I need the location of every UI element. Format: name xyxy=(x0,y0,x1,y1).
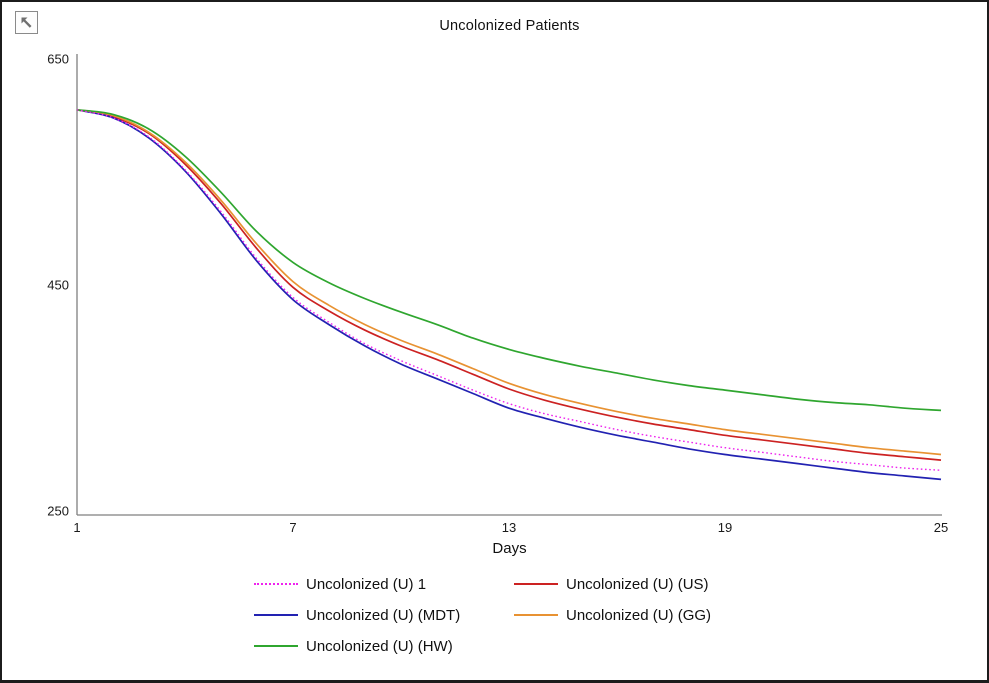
x-tick-label: 19 xyxy=(718,520,732,535)
series-line-1 xyxy=(76,109,942,471)
legend-swatch-5 xyxy=(254,645,298,647)
legend-item-5: Uncolonized (U) (HW) xyxy=(254,636,514,656)
legend-label-1: Uncolonized (U) 1 xyxy=(306,575,427,593)
legend-swatch-4 xyxy=(514,614,558,616)
legend-label-3: Uncolonized (U) (MDT) xyxy=(306,606,461,624)
legend-swatch-1 xyxy=(254,583,298,585)
series-line-4 xyxy=(76,109,942,456)
legend-item-3: Uncolonized (U) (MDT) xyxy=(254,605,514,625)
chart-title: Uncolonized Patients xyxy=(439,18,580,34)
y-tick-label: 650 xyxy=(47,52,69,67)
x-tick-label: 7 xyxy=(289,520,296,535)
series-line-2 xyxy=(76,109,942,461)
nw-arrow-icon xyxy=(21,17,32,28)
x-axis-title: Days xyxy=(492,540,527,557)
legend-swatch-2 xyxy=(514,583,558,585)
series-line-3 xyxy=(76,109,942,481)
y-tick-label: 450 xyxy=(47,278,69,293)
x-tick-label: 25 xyxy=(934,520,948,535)
chart-legend: Uncolonized (U) 1 Uncolonized (U) (US) Unc… xyxy=(254,574,834,656)
legend-label-4: Uncolonized (U) (GG) xyxy=(566,606,712,624)
x-tick-label: 13 xyxy=(502,520,516,535)
legend-item-1: Uncolonized (U) 1 xyxy=(254,574,514,594)
legend-item-2: Uncolonized (U) (US) xyxy=(514,574,834,594)
legend-label-5: Uncolonized (U) (HW) xyxy=(306,637,453,655)
series-line-5 xyxy=(76,109,942,412)
x-tick-label: 1 xyxy=(73,520,80,535)
legend-label-2: Uncolonized (U) (US) xyxy=(566,575,709,593)
nw-arrow-icon-button[interactable] xyxy=(15,11,38,34)
legend-swatch-3 xyxy=(254,614,298,616)
legend-item-4: Uncolonized (U) (GG) xyxy=(514,605,834,625)
y-tick-label: 250 xyxy=(47,504,69,519)
